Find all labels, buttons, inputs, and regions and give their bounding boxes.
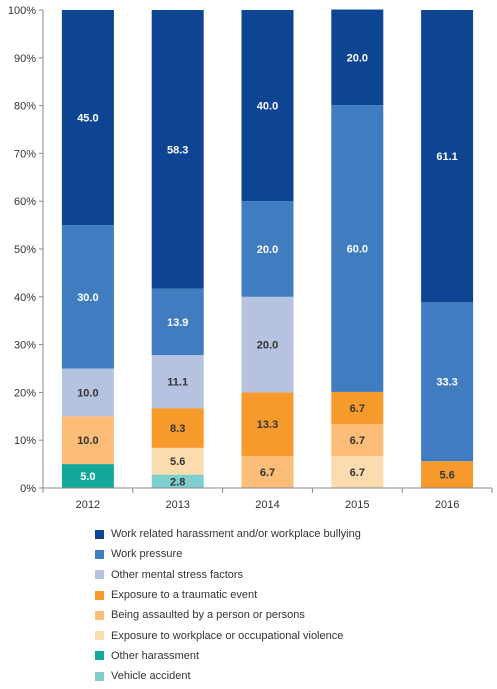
bar-segment: [151, 408, 204, 448]
legend-item: Work related harassment and/or workplace…: [95, 524, 495, 544]
legend-swatch: [95, 651, 104, 661]
data-label: 5.0: [80, 471, 95, 483]
x-tick-label: 2012: [76, 499, 100, 511]
bar-segment: [61, 225, 114, 369]
bar-segment: [241, 296, 294, 393]
y-tick-label: 80%: [14, 101, 36, 113]
legend-label: Exposure to a traumatic event: [111, 589, 258, 602]
bar-segment: [151, 10, 204, 289]
y-tick-label: 60%: [14, 196, 36, 208]
data-label: 61.1: [436, 151, 457, 163]
data-label: 6.7: [350, 403, 365, 415]
y-tick-label: 10%: [14, 435, 36, 447]
bar-stack-2016: 5.6 33.3 61.1: [421, 10, 474, 488]
x-tick-label: 2016: [435, 499, 459, 511]
legend-label: Exposure to workplace or occupational vi…: [111, 629, 344, 642]
y-tick-label: 90%: [14, 53, 36, 65]
data-label: 33.3: [436, 377, 457, 389]
legend-swatch: [95, 590, 104, 600]
y-tick-label: 20%: [14, 387, 36, 399]
data-label: 11.1: [167, 377, 188, 389]
bar-segment: [331, 9, 384, 106]
bar-segment: [61, 368, 114, 417]
legend: Work related harassment and/or workplace…: [95, 524, 495, 686]
y-tick-label: 70%: [14, 148, 36, 160]
data-label: 60.0: [347, 244, 368, 256]
bar-segment: [61, 416, 114, 465]
y-tick-label: 50%: [14, 244, 36, 256]
legend-swatch: [95, 570, 104, 580]
axes: [42, 10, 492, 489]
bar-segment: [331, 455, 384, 488]
bar-stack-2014: 6.7 13.3 20.0 20.0 40.0: [241, 10, 294, 488]
data-label: 2.8: [170, 476, 185, 488]
bars: 5.0 10.0 10.0 30.0 45.0 2.8 5.6 8.3 11.1 13.9 58.3…: [61, 9, 474, 488]
bar-segment: [331, 105, 384, 392]
y-tick-label: 40%: [14, 292, 36, 304]
x-axis-ticks: 2012 2013 2014 2015 2016: [42, 488, 493, 511]
data-label: 6.7: [350, 467, 365, 479]
data-label: 40.0: [257, 101, 278, 113]
bar-segment: [421, 302, 474, 462]
data-label: 8.3: [170, 423, 185, 435]
bar-segment: [331, 391, 384, 424]
y-tick-label: 100%: [8, 5, 36, 17]
y-axis-ticks: 0% 10% 20% 30% 40% 50% 60% 70% 80% 90% 100%: [8, 5, 43, 495]
bar-segment: [61, 464, 114, 488]
bar-segment: [241, 392, 294, 456]
x-tick-label: 2013: [165, 499, 189, 511]
data-label: 5.6: [170, 456, 185, 468]
legend-item: Being assaulted by a person or persons: [95, 605, 495, 625]
bar-segment: [241, 201, 294, 297]
bar-segment: [421, 10, 474, 303]
legend-item: Other harassment: [95, 646, 495, 666]
bar-stack-2013: 2.8 5.6 8.3 11.1 13.9 58.3: [151, 10, 204, 488]
bar-segment: [151, 474, 204, 488]
bar-segment: [151, 288, 204, 356]
legend-swatch: [95, 610, 104, 620]
x-tick-label: 2015: [345, 499, 369, 511]
bar-segment: [421, 461, 474, 488]
legend-item: Exposure to workplace or occupational vi…: [95, 625, 495, 645]
legend-label: Work pressure: [111, 548, 183, 561]
y-tick-label: 30%: [14, 340, 36, 352]
data-label: 20.0: [257, 244, 278, 256]
bar-segment: [61, 10, 114, 226]
legend-label: Work related harassment and/or workplace…: [111, 528, 361, 541]
legend-item: Work pressure: [95, 544, 495, 564]
data-label: 20.0: [257, 340, 278, 352]
legend-label: Other mental stress factors: [111, 568, 244, 581]
data-label: 6.7: [260, 467, 275, 479]
legend-item: Vehicle accident: [95, 666, 495, 686]
legend-item: Other mental stress factors: [95, 565, 495, 585]
bar-stack-2015: 6.7 6.7 6.7 60.0 20.0: [331, 9, 384, 488]
data-label: 10.0: [77, 435, 98, 447]
data-label: 13.3: [257, 419, 278, 431]
data-label: 13.9: [167, 317, 188, 329]
data-label: 45.0: [77, 113, 98, 125]
data-label: 20.0: [347, 52, 368, 64]
bar-segment: [151, 447, 204, 475]
legend-swatch: [95, 549, 104, 559]
bar-segment: [241, 10, 294, 202]
stacked-bar-chart: 0% 10% 20% 30% 40% 50% 60% 70% 80% 90% 100% 5.0 10.…: [8, 5, 493, 511]
bar-segment: [241, 455, 294, 488]
legend-label: Other harassment: [111, 649, 200, 662]
data-label: 58.3: [167, 144, 188, 156]
bar-segment: [331, 423, 384, 456]
x-tick-label: 2014: [255, 499, 279, 511]
legend-label: Vehicle accident: [111, 670, 191, 683]
y-tick-label: 0%: [20, 483, 36, 495]
legend-label: Being assaulted by a person or persons: [111, 609, 305, 622]
data-label: 6.7: [350, 435, 365, 447]
legend-swatch: [95, 529, 104, 539]
legend-swatch: [95, 631, 104, 641]
data-label: 10.0: [77, 387, 98, 399]
bar-stack-2012: 5.0 10.0 10.0 30.0 45.0: [61, 10, 114, 488]
data-label: 5.6: [439, 470, 454, 482]
data-label: 30.0: [77, 292, 98, 304]
legend-swatch: [95, 671, 104, 681]
legend-item: Exposure to a traumatic event: [95, 585, 495, 605]
bar-segment: [151, 355, 204, 409]
